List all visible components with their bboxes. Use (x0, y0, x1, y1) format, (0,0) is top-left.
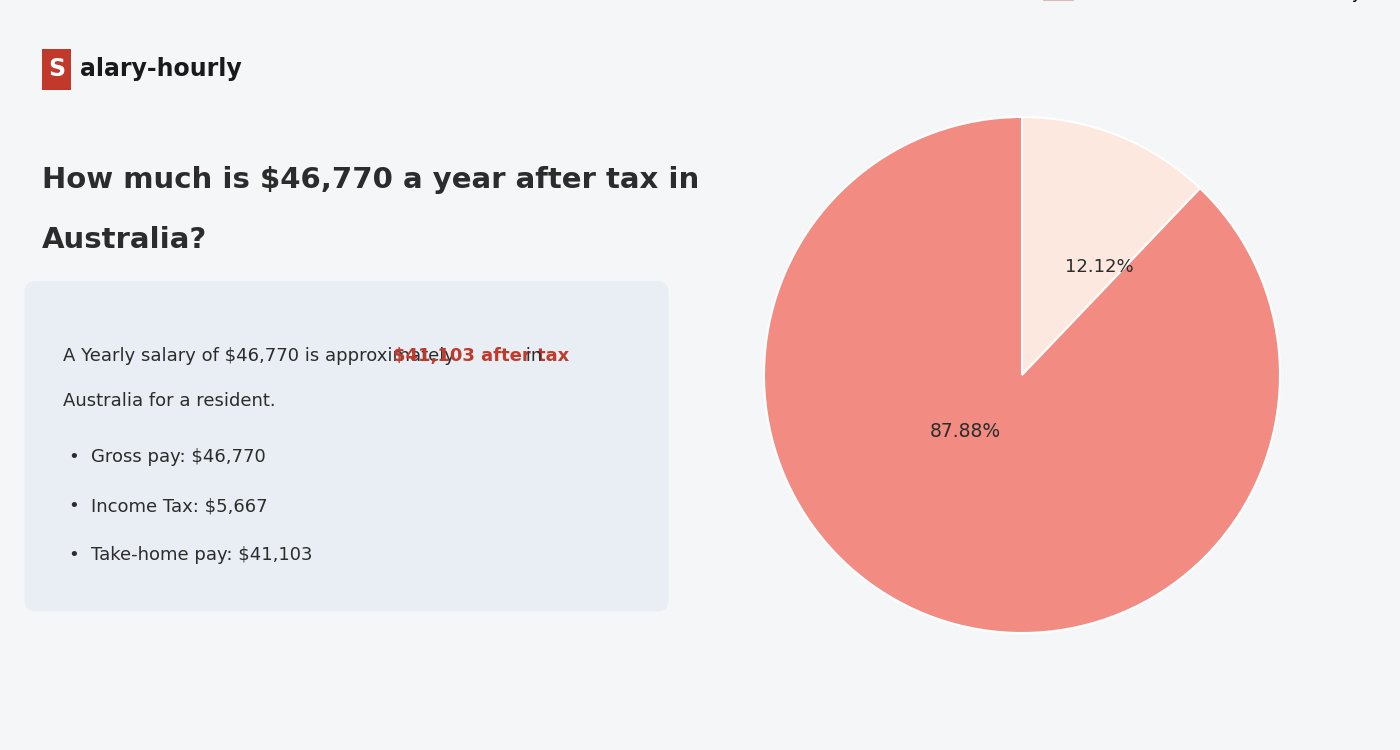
Text: •: • (69, 497, 78, 515)
Legend: Income Tax, Take-home Pay: Income Tax, Take-home Pay (1036, 0, 1368, 8)
Text: Gross pay: $46,770: Gross pay: $46,770 (91, 448, 266, 466)
Text: Take-home pay: $41,103: Take-home pay: $41,103 (91, 546, 312, 564)
Text: Australia for a resident.: Australia for a resident. (63, 392, 276, 410)
Text: Australia?: Australia? (42, 226, 207, 254)
Text: •: • (69, 448, 78, 466)
Text: 87.88%: 87.88% (930, 422, 1001, 441)
Text: How much is $46,770 a year after tax in: How much is $46,770 a year after tax in (42, 166, 699, 194)
Text: 12.12%: 12.12% (1065, 258, 1134, 276)
Text: in: in (521, 347, 543, 365)
FancyBboxPatch shape (25, 281, 669, 611)
Text: $41,103 after tax: $41,103 after tax (393, 347, 570, 365)
Wedge shape (764, 117, 1280, 633)
Wedge shape (1022, 117, 1200, 375)
Text: Income Tax: $5,667: Income Tax: $5,667 (91, 497, 267, 515)
Text: •: • (69, 546, 78, 564)
Text: alary-hourly: alary-hourly (80, 58, 242, 82)
FancyBboxPatch shape (42, 49, 71, 90)
Text: S: S (48, 58, 66, 82)
Text: A Yearly salary of $46,770 is approximately: A Yearly salary of $46,770 is approximat… (63, 347, 461, 365)
